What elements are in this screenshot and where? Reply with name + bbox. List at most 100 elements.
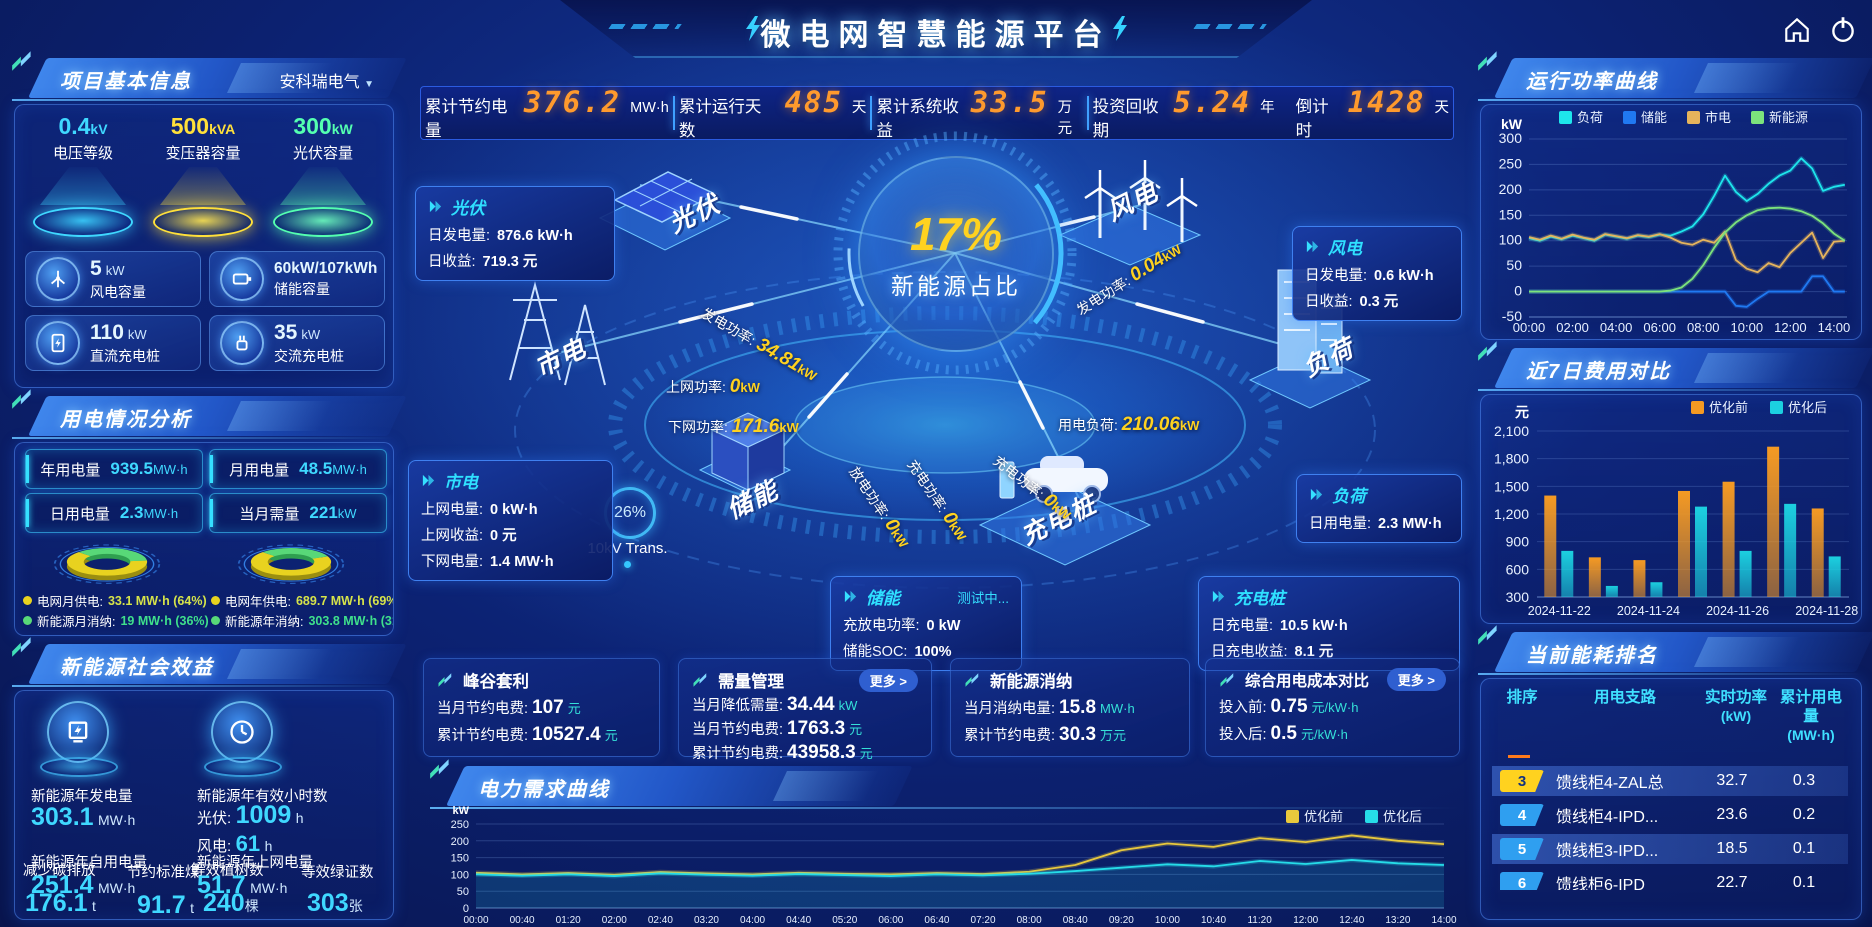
realtime-power: 18.5 [1716, 840, 1748, 857]
svg-text:优化前: 优化前 [1304, 809, 1343, 824]
node-label-pv: 光伏 [664, 189, 726, 239]
svg-text:储能: 储能 [1641, 110, 1667, 125]
grid-info-panel: 市电 上网电量: 0 kW·h 上网收益: 0 元 下网电量: 1.4 MW·h [408, 460, 613, 581]
card-dc-charger: 110 kW 直流充电桩 [25, 315, 201, 371]
table-row[interactable]: 6 馈线柜6-IPD 22.7 0.1 [1492, 868, 1848, 890]
benefit-selfuse-value: 251.4 MW·h [31, 871, 135, 900]
storage-info-panel: 储能 测试中... 充放电功率: 0 kW 储能SOC: 100% [830, 576, 1022, 671]
transformer-percent: 26% [613, 504, 647, 521]
kpi-divider [1086, 96, 1089, 130]
svg-text:900: 900 [1506, 534, 1530, 550]
card-wind-capacity: 5 kW 风电容量 [25, 251, 201, 307]
col-header-power: 实时功率 [1704, 689, 1767, 706]
benefit-feedin-label: 新能源年上网电量 [197, 855, 313, 871]
company-selector[interactable]: 安科瑞电气 ▼ [280, 68, 374, 92]
svg-text:08:00: 08:00 [1017, 915, 1042, 924]
svg-text:2,100: 2,100 [1494, 423, 1529, 439]
more-button[interactable]: 更多 > [858, 668, 918, 692]
lightning-icon [746, 16, 760, 41]
row-value: 0 kW [926, 618, 961, 634]
power-curve-body: -50 0 50 100 150 200 250 300 kW 00:00 02:00 04:00 06… [1480, 104, 1862, 340]
panel-usage-analysis: 用电情况分析 年用电量 939.5MW·h 月用电量 48.5MW·h 日用电量 2.… [12, 389, 407, 636]
renewable-share-percent: 17% [909, 208, 1003, 260]
table-row[interactable]: 4 馈线柜4-IPD... 23.6 0.2 [1492, 800, 1848, 830]
more-button[interactable]: 更多 > [1386, 668, 1446, 691]
flow-unit: kW [1179, 418, 1200, 433]
stat-value: 2.3 [119, 503, 144, 522]
panel-title: 运行功率曲线 [1526, 71, 1658, 93]
unit: h [264, 838, 273, 854]
card-label: 交流充电桩 [274, 347, 344, 364]
panel-cost-compare: 近7日费用对比 300 600 900 1,200 1,500 1,800 2,100 元 20… [1478, 341, 1872, 624]
svg-text:50: 50 [1506, 257, 1522, 273]
table-row[interactable]: 5 馈线柜3-IPD... 18.5 0.1 [1492, 834, 1848, 864]
svg-text:100: 100 [451, 869, 469, 881]
banner-streak [226, 401, 333, 431]
table-row[interactable]: 3 馈线柜4-ZAL总 32.7 0.3 [1492, 766, 1848, 796]
kpi-divider [672, 96, 675, 130]
row-label: 储能SOC: [843, 644, 908, 660]
row-label: 日发电量: [1305, 268, 1368, 284]
svg-text:12:00: 12:00 [1293, 915, 1318, 924]
row-value: 30.3 [1059, 724, 1097, 745]
benefit-cert-value: 303张 [307, 889, 363, 918]
node-label-storage: 储能 [722, 475, 784, 525]
panel-title: 当前能耗排名 [1526, 645, 1658, 667]
unit: MW·h [250, 880, 288, 896]
kpi-unit: 年 [1260, 100, 1275, 116]
kpi-unit: MW·h [630, 100, 669, 116]
realtime-power: 22.7 [1716, 874, 1748, 890]
svg-text:元: 元 [1515, 404, 1529, 420]
value: 51.7 [197, 871, 246, 899]
legend-dot [211, 596, 220, 605]
clock-icon [211, 701, 273, 763]
svg-text:05:20: 05:20 [832, 915, 857, 924]
chevron-down-icon: ▼ [364, 79, 374, 90]
card-renewable-consumption: 新能源消纳 当月消纳电量: 15.8 MW·h 累计节约电费: 30.3 万元 [950, 658, 1190, 757]
flow-discharge: 放电功率: 0kW [844, 462, 915, 552]
stat-month-usage: 月用电量 48.5MW·h [209, 449, 387, 489]
row-unit: kW [838, 698, 858, 713]
total-energy: 0.2 [1792, 806, 1816, 823]
flow-label: 发电功率: [698, 304, 759, 349]
panel-header: 近7日费用对比 [1478, 341, 1872, 391]
legend-value: 33.1 MW·h (64%) [107, 593, 207, 608]
benefit-co2-value: 176.1 t [25, 889, 96, 918]
benefit-trees-label: 等效植树数 [191, 863, 264, 879]
kpi-label: 累计系统收益 [876, 98, 959, 140]
svg-text:02:00: 02:00 [1556, 320, 1589, 335]
stat-label: 月用电量 [229, 461, 290, 479]
svg-text:11:20: 11:20 [1247, 915, 1272, 924]
flow-label: 充电功率: [904, 456, 952, 516]
svg-text:1,800: 1,800 [1494, 451, 1529, 467]
svg-text:-50: -50 [1502, 308, 1522, 324]
kpi-label: 投资回收期 [1092, 98, 1159, 140]
svg-text:200: 200 [1499, 181, 1523, 197]
flow-pv-generation: 发电功率: 34.81kW [697, 302, 821, 386]
unit: h [295, 810, 304, 826]
kpi-value: 5.24 [1173, 85, 1252, 119]
svg-text:10:00: 10:00 [1731, 320, 1764, 335]
rank-badge: 5 [1500, 838, 1544, 860]
branch-name: 馈线柜4-IPD... [1556, 809, 1659, 826]
status-badge: 测试中... [957, 590, 1009, 606]
power-icon[interactable] [1828, 14, 1858, 44]
row-value: 0.75 [1270, 696, 1308, 717]
kpi-value: 376.2 [523, 85, 622, 119]
row-value: 876.6 kW·h [497, 228, 573, 244]
svg-text:00:00: 00:00 [1513, 320, 1546, 335]
flow-feed-in: 上网功率: 0kW [666, 376, 760, 398]
table-header: 排序 用电支路 实时功率 (kW) 累计用电量 (MW·h) [1492, 688, 1848, 745]
svg-text:1,500: 1,500 [1494, 478, 1529, 494]
row-label: 投入前: [1219, 700, 1267, 716]
wind-turbine-icon [36, 257, 80, 301]
card-value: 60kW/107kWh [274, 259, 378, 277]
corner-icon [438, 673, 452, 687]
stat-transformer-capacity: 500kVA 变压器容量 [143, 113, 263, 237]
node-label-grid: 市电 [530, 333, 592, 383]
row-label: 累计节约电费: [964, 728, 1056, 744]
home-icon[interactable] [1782, 14, 1812, 44]
svg-text:600: 600 [1506, 561, 1530, 577]
card-label: 储能容量 [274, 280, 330, 297]
